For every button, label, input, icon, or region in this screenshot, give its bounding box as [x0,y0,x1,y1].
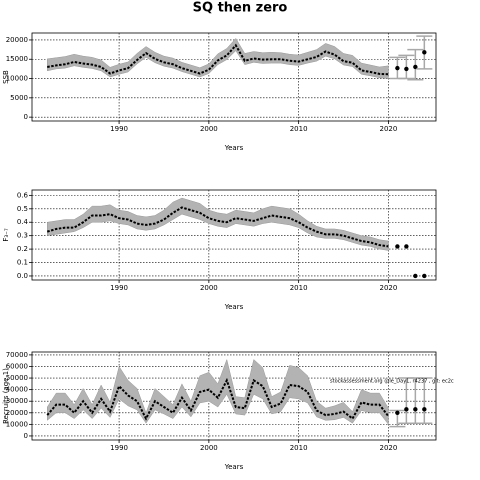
y-tick-label: 30000 [6,397,28,405]
y-tick-label: 15000 [6,55,28,63]
x-axis-label: Years [224,303,244,311]
y-axis-label: SSB [2,70,10,84]
plot-frame [31,32,437,122]
x-tick-label: 2000 [200,284,218,292]
x-tick-label: 1990 [110,284,128,292]
annotation: stockassessment.org (ple_Day1, r4237 , g… [330,379,454,385]
projection-point [395,244,400,249]
x-tick-label: 2000 [200,444,218,452]
confidence-band [47,358,389,426]
x-tick-label: 2020 [380,284,398,292]
projection-point [404,244,409,249]
y-tick-label: 0.2 [17,245,28,253]
projection-point [404,66,409,72]
projection-point [395,65,400,71]
y-axis-label: F₃₋₇ [2,228,10,242]
y-tick-label: 20000 [6,409,28,417]
confidence-band [47,37,389,79]
x-tick-label: 2020 [380,444,398,452]
projection-point [413,64,418,70]
plot-frame [31,351,437,441]
y-tick-label: 0.5 [17,205,28,213]
y-tick-label: 10000 [6,75,28,83]
projection-point [413,273,418,279]
x-axis-label: Years [224,144,244,152]
projection-point [413,407,418,412]
line [46,206,389,248]
chart-title: SQ then zero [193,1,288,16]
y-tick-label: 0.1 [17,259,28,267]
x-tick-label: 2010 [290,444,308,452]
plot-frame [31,189,437,281]
projection-point [422,50,427,55]
y-tick-label: 0 [24,432,28,440]
line [46,377,390,421]
y-tick-label: 0 [24,113,28,121]
x-tick-label: 2000 [200,125,218,133]
y-tick-label: 0.4 [17,218,29,226]
projection-point [404,407,409,412]
x-axis-label: Years [224,463,244,471]
projection-point [422,407,427,412]
y-tick-label: 50000 [6,374,28,382]
x-tick-label: 2010 [290,284,308,292]
y-tick-label: 60000 [6,362,28,370]
y-tick-label: 20000 [6,36,28,44]
y-tick-label: 10000 [6,420,28,428]
x-tick-label: 1990 [110,444,128,452]
y-tick-label: 0.6 [17,191,29,199]
line [47,43,389,76]
y-tick-label: 70000 [6,351,28,359]
y-axis-label: Recruits (age 1) [2,368,10,424]
y-tick-label: 40000 [6,386,28,394]
x-tick-label: 1990 [110,125,128,133]
projection-point [395,410,400,415]
y-tick-label: 0.3 [17,232,28,240]
x-tick-label: 2010 [290,125,308,133]
confidence-band [47,197,389,251]
x-tick-label: 2020 [380,125,398,133]
projection-point [422,273,427,279]
y-tick-label: 5000 [10,94,28,102]
y-tick-label: 0.0 [17,272,28,280]
